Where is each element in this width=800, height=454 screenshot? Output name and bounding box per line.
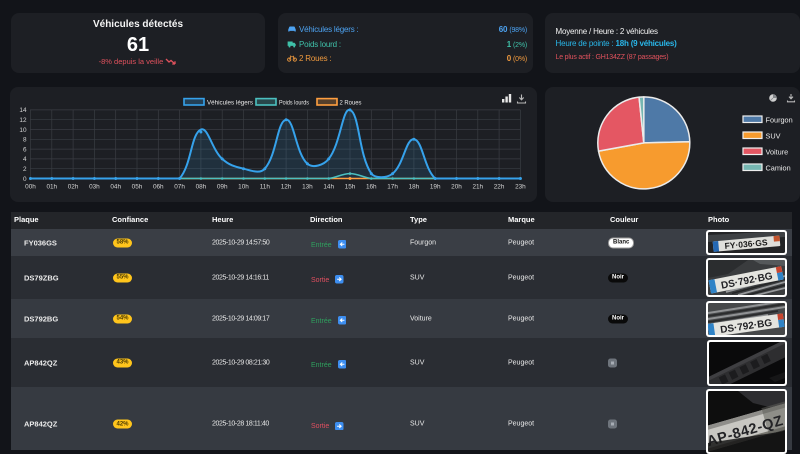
svg-text:20h: 20h (451, 184, 462, 191)
svg-text:2 Roues: 2 Roues (340, 100, 363, 107)
svg-text:0: 0 (23, 176, 27, 183)
svg-text:FY·036·GS: FY·036·GS (724, 237, 768, 251)
svg-text:6: 6 (23, 146, 27, 153)
svg-text:01h: 01h (46, 184, 57, 191)
svg-text:07h: 07h (174, 184, 185, 191)
svg-text:21h: 21h (472, 184, 483, 191)
svg-text:12: 12 (19, 117, 27, 124)
svg-text:Voiture: Voiture (766, 147, 789, 156)
svg-text:10h: 10h (238, 184, 249, 191)
svg-text:Camion: Camion (766, 163, 791, 172)
svg-text:02h: 02h (68, 184, 79, 191)
svg-text:Fourgon: Fourgon (766, 115, 793, 124)
svg-text:00h: 00h (25, 184, 36, 191)
svg-text:22h: 22h (494, 184, 505, 191)
svg-text:17h: 17h (387, 184, 398, 191)
svg-text:Véhicules légers: Véhicules légers (207, 100, 254, 107)
svg-text:03h: 03h (89, 184, 100, 191)
svg-text:12h: 12h (281, 184, 292, 191)
svg-text:23h: 23h (515, 184, 526, 191)
svg-text:19h: 19h (430, 184, 441, 191)
svg-text:14: 14 (19, 107, 27, 114)
svg-text:8: 8 (23, 137, 27, 144)
svg-text:2: 2 (23, 166, 27, 173)
svg-text:05h: 05h (132, 184, 143, 191)
svg-text:09h: 09h (217, 184, 228, 191)
svg-text:10: 10 (19, 127, 27, 134)
svg-text:Poids lourds: Poids lourds (279, 100, 309, 107)
svg-text:04h: 04h (110, 184, 121, 191)
svg-text:15h: 15h (345, 184, 356, 191)
svg-text:08h: 08h (196, 184, 207, 191)
svg-text:14h: 14h (323, 184, 334, 191)
svg-text:SUV: SUV (766, 131, 781, 140)
svg-text:18h: 18h (409, 184, 420, 191)
svg-text:16h: 16h (366, 184, 377, 191)
svg-text:13h: 13h (302, 184, 313, 191)
svg-text:06h: 06h (153, 184, 164, 191)
svg-text:4: 4 (23, 156, 27, 163)
svg-text:11h: 11h (260, 184, 271, 191)
